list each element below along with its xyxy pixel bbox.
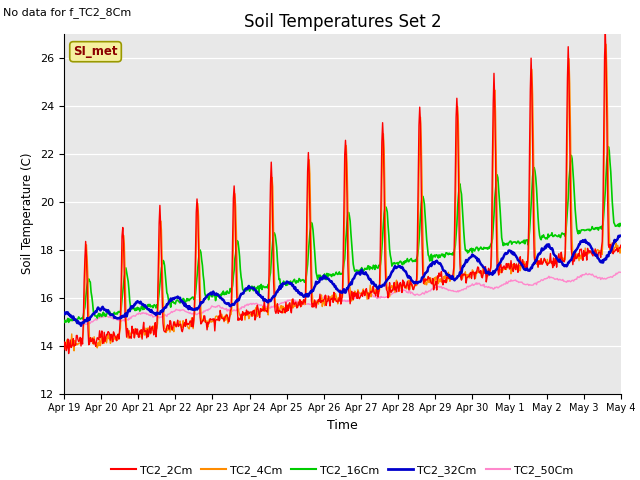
X-axis label: Time: Time bbox=[327, 419, 358, 432]
Text: SI_met: SI_met bbox=[74, 45, 118, 58]
Y-axis label: Soil Temperature (C): Soil Temperature (C) bbox=[22, 153, 35, 275]
Legend: TC2_2Cm, TC2_4Cm, TC2_16Cm, TC2_32Cm, TC2_50Cm: TC2_2Cm, TC2_4Cm, TC2_16Cm, TC2_32Cm, TC… bbox=[107, 460, 578, 480]
Title: Soil Temperatures Set 2: Soil Temperatures Set 2 bbox=[244, 12, 441, 31]
Text: No data for f_TC2_8Cm: No data for f_TC2_8Cm bbox=[3, 7, 131, 18]
